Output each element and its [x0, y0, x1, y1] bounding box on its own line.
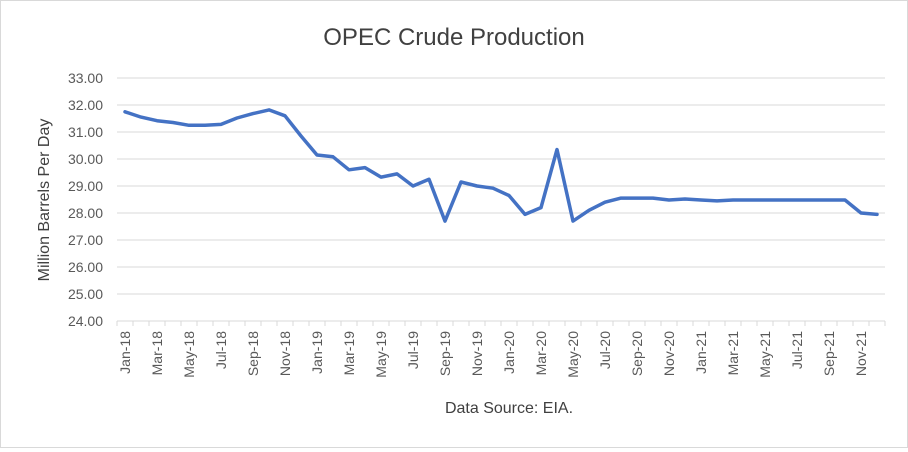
x-axis-label: Data Source: EIA. [445, 400, 573, 417]
gridlines [117, 77, 885, 322]
y-axis-ticks: 24.00 25.00 26.00 27.00 28.00 29.00 30.00 31.00… [68, 70, 103, 329]
data-point [715, 199, 719, 203]
data-point [267, 108, 271, 112]
data-point [171, 121, 175, 124]
data-point [651, 196, 655, 200]
data-point [139, 115, 143, 119]
x-axis-ticks: Jan-18 Mar-18 May-18 Jul-18 Sep-18 Nov-18 Jan-… [116, 321, 886, 378]
data-point [155, 119, 159, 122]
data-point [363, 166, 367, 169]
data-point [539, 206, 543, 209]
data-point [779, 198, 783, 202]
data-point [395, 172, 399, 176]
y-tick-label: 27.00 [68, 232, 103, 248]
y-tick-label: 24.00 [68, 313, 103, 329]
x-tick-label: Jul-19 [405, 331, 421, 369]
x-tick-label: Mar-19 [341, 331, 357, 376]
y-axis-label: Million Barrels Per Day [36, 119, 53, 282]
data-point [747, 198, 751, 202]
data-point [587, 209, 591, 212]
data-point [811, 198, 815, 202]
data-point [555, 148, 559, 151]
data-point [523, 213, 527, 216]
x-tick-label: May-21 [757, 331, 773, 378]
data-point [219, 123, 223, 126]
data-point [347, 168, 351, 171]
x-tick-label: Sep-20 [629, 331, 645, 376]
x-tick-label: Sep-19 [437, 331, 453, 376]
data-point [427, 178, 431, 181]
x-tick-label: Jan-19 [309, 331, 325, 374]
x-tick-label: May-18 [181, 331, 197, 378]
x-tick-label: Jan-21 [693, 331, 709, 374]
x-tick-label: Nov-21 [853, 331, 869, 376]
y-tick-label: 30.00 [68, 151, 103, 167]
data-point [603, 201, 607, 204]
x-tick-label: Jan-20 [501, 331, 517, 374]
x-tick-label: Jul-18 [213, 331, 229, 369]
x-tick-label: Sep-21 [821, 331, 837, 376]
data-point [635, 196, 639, 200]
data-point [875, 213, 879, 216]
x-tick-label: Nov-20 [661, 331, 677, 376]
x-tick-label: Mar-20 [533, 331, 549, 376]
data-point [571, 219, 575, 223]
data-point [475, 184, 479, 188]
y-tick-label: 31.00 [68, 124, 103, 140]
data-point [763, 198, 767, 202]
data-point [795, 198, 799, 202]
x-tick-label: Mar-21 [725, 331, 741, 376]
data-point [827, 198, 831, 202]
x-tick-label: Sep-18 [245, 331, 261, 376]
data-point [859, 211, 863, 215]
data-point [235, 116, 239, 120]
data-point [251, 112, 255, 115]
data-point [619, 196, 623, 200]
data-point [331, 155, 335, 159]
x-tick-label: Mar-18 [149, 331, 165, 376]
data-point [299, 134, 303, 138]
x-tick-label: May-20 [565, 331, 581, 378]
y-tick-label: 26.00 [68, 259, 103, 275]
x-tick-label: May-19 [373, 331, 389, 378]
data-point [843, 198, 847, 202]
data-point [507, 194, 511, 197]
data-point [699, 198, 703, 202]
data-point [683, 197, 687, 201]
data-point [315, 153, 319, 157]
data-point [187, 124, 191, 127]
data-point [203, 124, 207, 127]
x-tick-label: Jul-20 [597, 331, 613, 369]
data-point [459, 180, 463, 184]
x-tick-label: Jul-21 [789, 331, 805, 369]
data-point [379, 175, 383, 179]
data-point [667, 198, 671, 202]
series-layer [123, 108, 879, 223]
data-point [731, 198, 735, 202]
series-line [123, 108, 879, 223]
chart-title: OPEC Crude Production [323, 24, 584, 51]
data-point [491, 186, 495, 190]
y-tick-label: 32.00 [68, 97, 103, 113]
x-tick-label: Jan-18 [117, 331, 133, 374]
data-point [411, 184, 415, 188]
y-tick-label: 25.00 [68, 286, 103, 302]
x-tick-label: Nov-18 [277, 331, 293, 376]
data-point [283, 114, 287, 118]
y-tick-label: 33.00 [68, 70, 103, 86]
x-tick-label: Nov-19 [469, 331, 485, 376]
data-point [123, 110, 127, 113]
data-point [443, 219, 447, 223]
y-tick-label: 28.00 [68, 205, 103, 221]
y-tick-label: 29.00 [68, 178, 103, 194]
